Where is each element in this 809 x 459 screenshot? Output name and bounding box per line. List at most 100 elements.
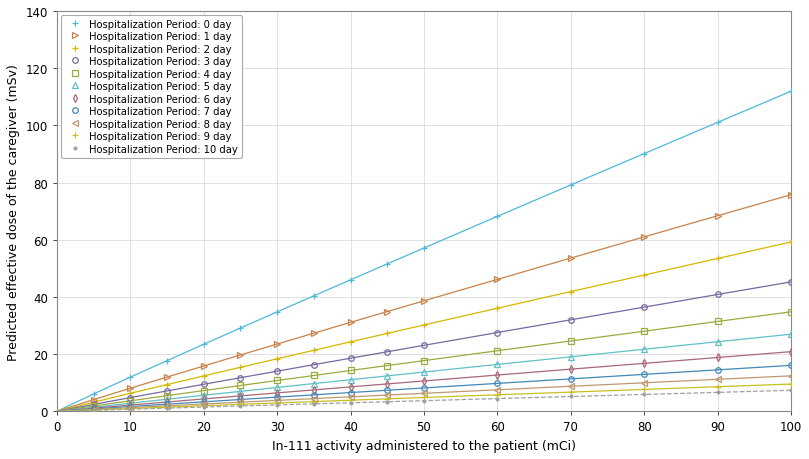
Hospitalization Period: 5 day: (15, 4.29): 5 day: (15, 4.29) [162,397,172,402]
Hospitalization Period: 7 day: (70, 11.4): 7 day: (70, 11.4) [565,376,575,382]
Hospitalization Period: 7 day: (15, 2.56): 7 day: (15, 2.56) [162,402,172,407]
Hospitalization Period: 8 day: (80, 10): 8 day: (80, 10) [639,380,649,386]
Hospitalization Period: 0 day: (50, 57.1): 0 day: (50, 57.1) [419,246,429,251]
Hospitalization Period: 4 day: (10, 3.73): 4 day: (10, 3.73) [125,398,135,403]
Hospitalization Period: 4 day: (5, 1.91): 4 day: (5, 1.91) [89,403,99,409]
Hospitalization Period: 5 day: (50, 13.8): 5 day: (50, 13.8) [419,369,429,375]
Hospitalization Period: 4 day: (40, 14.3): 4 day: (40, 14.3) [345,368,355,374]
Hospitalization Period: 1 day: (40, 31.2): 1 day: (40, 31.2) [345,320,355,325]
Line: Hospitalization Period: 2 day: Hospitalization Period: 2 day [90,239,794,406]
Hospitalization Period: 3 day: (100, 45.3): 3 day: (100, 45.3) [786,280,796,285]
Hospitalization Period: 6 day: (70, 14.8): 6 day: (70, 14.8) [565,367,575,372]
Hospitalization Period: 8 day: (45, 5.74): 8 day: (45, 5.74) [383,392,392,398]
Hospitalization Period: 0 day: (30, 34.8): 0 day: (30, 34.8) [273,309,282,315]
Hospitalization Period: 6 day: (80, 16.8): 6 day: (80, 16.8) [639,361,649,366]
Hospitalization Period: 10 day: (90, 6.68): 10 day: (90, 6.68) [713,390,722,395]
Hospitalization Period: 7 day: (20, 3.38): 7 day: (20, 3.38) [199,399,209,405]
Hospitalization Period: 2 day: (60, 36.1): 2 day: (60, 36.1) [493,306,502,311]
Hospitalization Period: 2 day: (90, 53.5): 2 day: (90, 53.5) [713,256,722,262]
Hospitalization Period: 3 day: (60, 27.6): 3 day: (60, 27.6) [493,330,502,336]
Hospitalization Period: 6 day: (15, 3.32): 6 day: (15, 3.32) [162,399,172,405]
Hospitalization Period: 6 day: (5, 1.14): 6 day: (5, 1.14) [89,406,99,411]
Hospitalization Period: 1 day: (100, 75.8): 1 day: (100, 75.8) [786,192,796,198]
Line: Hospitalization Period: 9 day: Hospitalization Period: 9 day [90,381,794,414]
Line: Hospitalization Period: 8 day: Hospitalization Period: 8 day [91,373,794,412]
Hospitalization Period: 7 day: (60, 9.82): 7 day: (60, 9.82) [493,381,502,386]
Line: Hospitalization Period: 1 day: Hospitalization Period: 1 day [91,192,794,403]
Hospitalization Period: 6 day: (40, 8.59): 6 day: (40, 8.59) [345,384,355,390]
Hospitalization Period: 9 day: (90, 8.65): 9 day: (90, 8.65) [713,384,722,390]
Hospitalization Period: 0 day: (5, 6.12): 0 day: (5, 6.12) [89,392,99,397]
Hospitalization Period: 9 day: (80, 7.72): 9 day: (80, 7.72) [639,387,649,392]
Hospitalization Period: 5 day: (40, 11.1): 5 day: (40, 11.1) [345,377,355,383]
Hospitalization Period: 7 day: (90, 14.5): 7 day: (90, 14.5) [713,367,722,373]
Hospitalization Period: 1 day: (15, 12): 1 day: (15, 12) [162,375,172,380]
Hospitalization Period: 10 day: (70, 5.24): 10 day: (70, 5.24) [565,394,575,399]
Hospitalization Period: 4 day: (25, 9.08): 4 day: (25, 9.08) [235,383,245,388]
Hospitalization Period: 1 day: (50, 38.7): 1 day: (50, 38.7) [419,298,429,304]
Hospitalization Period: 0 day: (25, 29.2): 0 day: (25, 29.2) [235,325,245,331]
Hospitalization Period: 7 day: (5, 0.881): 7 day: (5, 0.881) [89,406,99,412]
Hospitalization Period: 6 day: (30, 6.5): 6 day: (30, 6.5) [273,390,282,396]
Hospitalization Period: 3 day: (10, 4.85): 3 day: (10, 4.85) [125,395,135,400]
Hospitalization Period: 7 day: (40, 6.62): 7 day: (40, 6.62) [345,390,355,395]
Hospitalization Period: 0 day: (15, 17.8): 0 day: (15, 17.8) [162,358,172,364]
Hospitalization Period: 5 day: (100, 27): 5 day: (100, 27) [786,332,796,337]
Hospitalization Period: 3 day: (70, 32): 3 day: (70, 32) [565,317,575,323]
Hospitalization Period: 1 day: (5, 4.14): 1 day: (5, 4.14) [89,397,99,403]
Hospitalization Period: 3 day: (15, 7.19): 3 day: (15, 7.19) [162,388,172,394]
Hospitalization Period: 2 day: (15, 9.4): 2 day: (15, 9.4) [162,382,172,387]
Hospitalization Period: 5 day: (5, 1.48): 5 day: (5, 1.48) [89,404,99,410]
Hospitalization Period: 10 day: (35, 2.67): 10 day: (35, 2.67) [309,401,319,407]
Hospitalization Period: 2 day: (45, 27.3): 2 day: (45, 27.3) [383,331,392,336]
Hospitalization Period: 10 day: (60, 4.51): 10 day: (60, 4.51) [493,396,502,402]
Hospitalization Period: 0 day: (45, 51.6): 0 day: (45, 51.6) [383,262,392,267]
Hospitalization Period: 2 day: (80, 47.7): 2 day: (80, 47.7) [639,273,649,278]
Hospitalization Period: 2 day: (25, 15.4): 2 day: (25, 15.4) [235,365,245,370]
Hospitalization Period: 1 day: (10, 8.12): 1 day: (10, 8.12) [125,386,135,391]
Hospitalization Period: 7 day: (25, 4.2): 7 day: (25, 4.2) [235,397,245,403]
X-axis label: In-111 activity administered to the patient (mCi): In-111 activity administered to the pati… [272,439,576,452]
Hospitalization Period: 0 day: (80, 90.1): 0 day: (80, 90.1) [639,151,649,157]
Hospitalization Period: 6 day: (90, 18.9): 6 day: (90, 18.9) [713,355,722,360]
Hospitalization Period: 2 day: (30, 18.4): 2 day: (30, 18.4) [273,356,282,362]
Hospitalization Period: 2 day: (70, 41.9): 2 day: (70, 41.9) [565,289,575,295]
Hospitalization Period: 5 day: (70, 19.1): 5 day: (70, 19.1) [565,354,575,360]
Hospitalization Period: 8 day: (60, 7.59): 8 day: (60, 7.59) [493,387,502,392]
Hospitalization Period: 0 day: (35, 40.4): 0 day: (35, 40.4) [309,293,319,299]
Hospitalization Period: 6 day: (45, 9.63): 6 day: (45, 9.63) [383,381,392,387]
Hospitalization Period: 4 day: (50, 17.8): 4 day: (50, 17.8) [419,358,429,364]
Hospitalization Period: 9 day: (25, 2.5): 9 day: (25, 2.5) [235,402,245,407]
Hospitalization Period: 5 day: (10, 2.89): 5 day: (10, 2.89) [125,401,135,406]
Line: Hospitalization Period: 4 day: Hospitalization Period: 4 day [91,309,794,409]
Hospitalization Period: 2 day: (35, 21.4): 2 day: (35, 21.4) [309,348,319,353]
Hospitalization Period: 3 day: (80, 36.5): 3 day: (80, 36.5) [639,305,649,310]
Hospitalization Period: 2 day: (20, 12.4): 2 day: (20, 12.4) [199,373,209,379]
Hospitalization Period: 8 day: (50, 6.36): 8 day: (50, 6.36) [419,391,429,396]
Hospitalization Period: 7 day: (30, 5.01): 7 day: (30, 5.01) [273,395,282,400]
Hospitalization Period: 9 day: (70, 6.78): 9 day: (70, 6.78) [565,390,575,395]
Hospitalization Period: 1 day: (70, 53.6): 1 day: (70, 53.6) [565,256,575,261]
Hospitalization Period: 0 day: (70, 79.2): 0 day: (70, 79.2) [565,183,575,188]
Line: Hospitalization Period: 6 day: Hospitalization Period: 6 day [91,349,794,411]
Hospitalization Period: 9 day: (15, 1.52): 9 day: (15, 1.52) [162,404,172,410]
Hospitalization Period: 1 day: (90, 68.4): 1 day: (90, 68.4) [713,213,722,219]
Hospitalization Period: 9 day: (35, 3.46): 9 day: (35, 3.46) [309,399,319,404]
Hospitalization Period: 8 day: (100, 12.5): 8 day: (100, 12.5) [786,373,796,379]
Hospitalization Period: 10 day: (50, 3.78): 10 day: (50, 3.78) [419,398,429,403]
Hospitalization Period: 10 day: (5, 0.405): 10 day: (5, 0.405) [89,408,99,413]
Hospitalization Period: 1 day: (20, 15.9): 1 day: (20, 15.9) [199,364,209,369]
Hospitalization Period: 10 day: (15, 1.18): 10 day: (15, 1.18) [162,405,172,411]
Hospitalization Period: 2 day: (40, 24.4): 2 day: (40, 24.4) [345,339,355,345]
Hospitalization Period: 4 day: (80, 28.1): 4 day: (80, 28.1) [639,329,649,334]
Hospitalization Period: 6 day: (20, 4.39): 6 day: (20, 4.39) [199,396,209,402]
Hospitalization Period: 1 day: (60, 46.2): 1 day: (60, 46.2) [493,277,502,283]
Hospitalization Period: 10 day: (30, 2.3): 10 day: (30, 2.3) [273,402,282,408]
Hospitalization Period: 4 day: (70, 24.6): 4 day: (70, 24.6) [565,338,575,344]
Line: Hospitalization Period: 0 day: Hospitalization Period: 0 day [90,89,794,397]
Hospitalization Period: 3 day: (5, 2.48): 3 day: (5, 2.48) [89,402,99,407]
Hospitalization Period: 3 day: (30, 14.1): 3 day: (30, 14.1) [273,369,282,374]
Hospitalization Period: 5 day: (20, 5.67): 5 day: (20, 5.67) [199,392,209,398]
Hospitalization Period: 3 day: (40, 18.6): 3 day: (40, 18.6) [345,356,355,361]
Hospitalization Period: 0 day: (10, 12): 0 day: (10, 12) [125,375,135,380]
